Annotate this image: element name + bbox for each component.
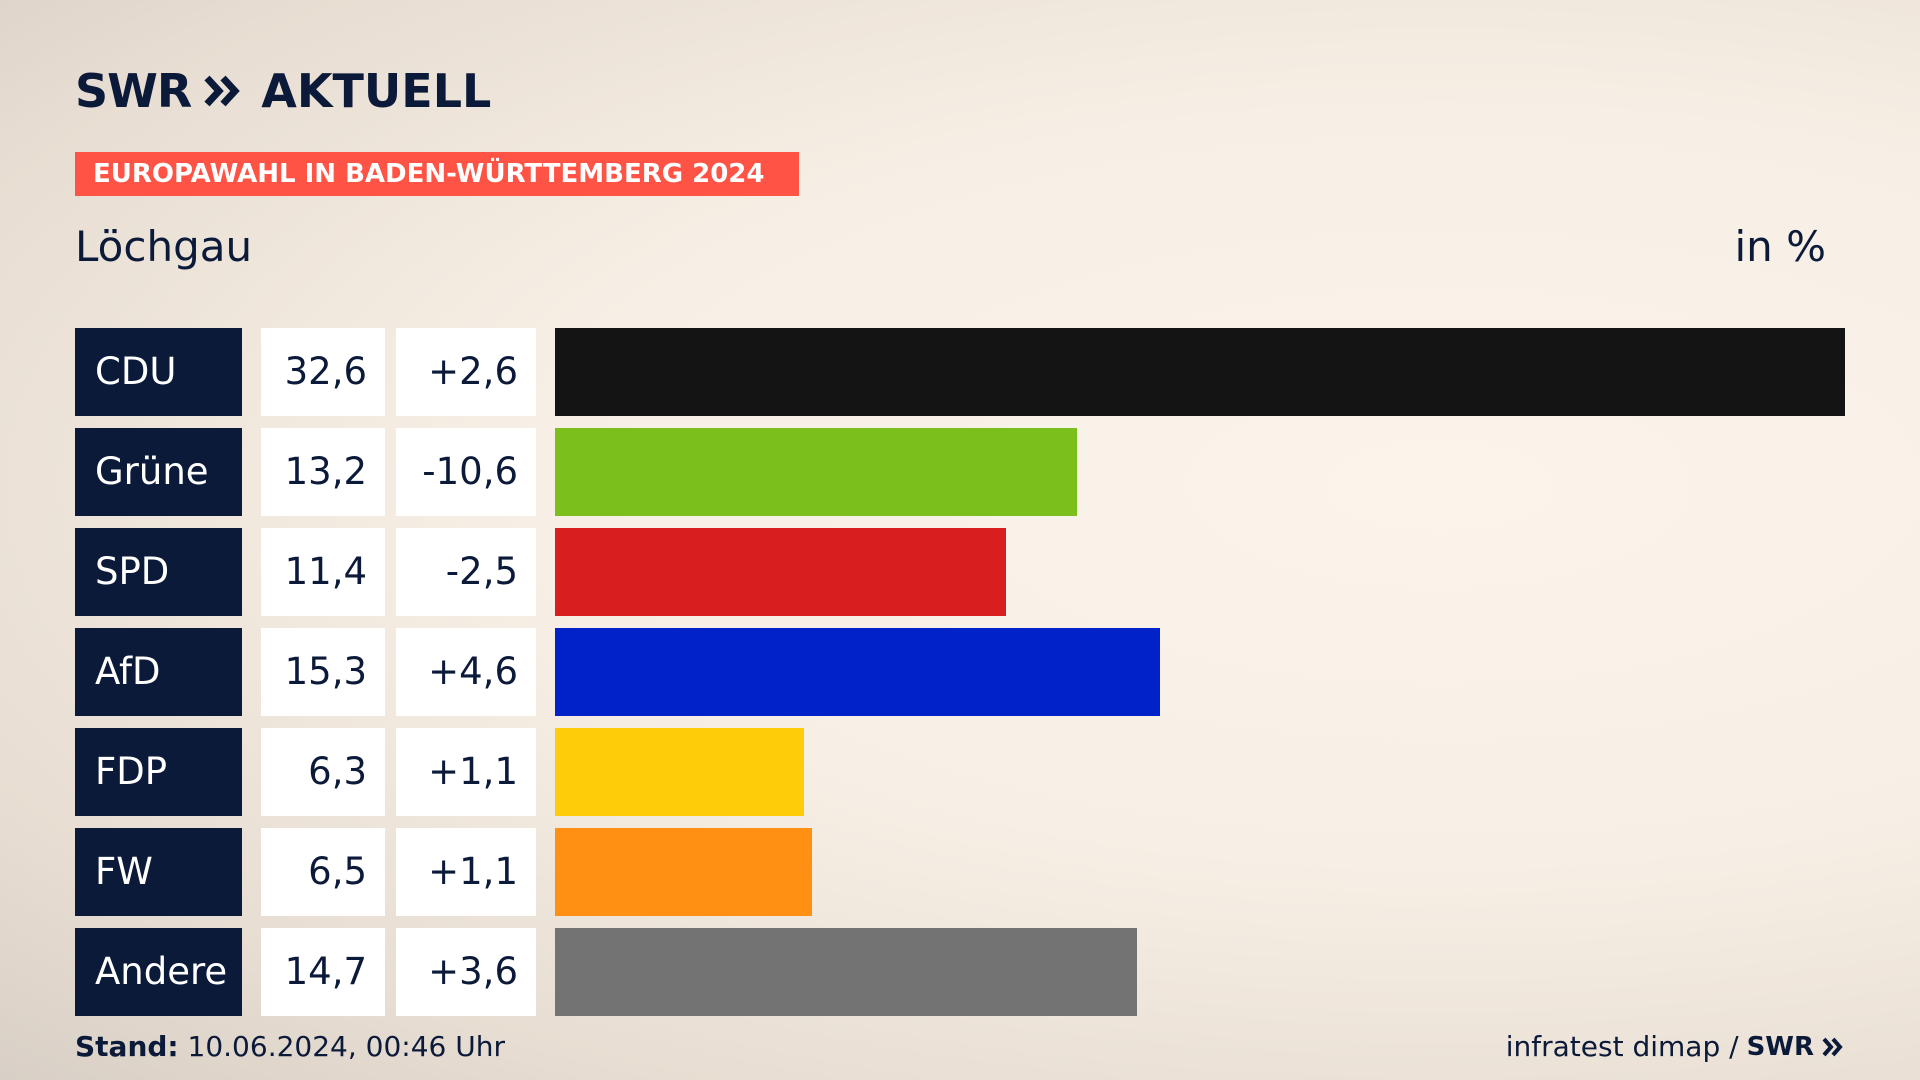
- source-credit: infratest dimap / SWR: [1506, 1030, 1844, 1063]
- stand-label: Stand:: [75, 1030, 179, 1063]
- party-change-label: -2,5: [396, 528, 536, 616]
- party-bar: [555, 628, 1161, 716]
- party-label: Grüne: [75, 428, 242, 516]
- party-value-label: 6,5: [261, 828, 385, 916]
- party-value-label: 11,4: [261, 528, 385, 616]
- party-value-label: 15,3: [261, 628, 385, 716]
- party-value-label: 13,2: [261, 428, 385, 516]
- party-value-label: 6,3: [261, 728, 385, 816]
- page-title: Löchgau: [75, 222, 253, 271]
- party-bar: [555, 928, 1137, 1016]
- timestamp: Stand: 10.06.2024, 00:46 Uhr: [75, 1030, 505, 1063]
- stand-value: 10.06.2024, 00:46 Uhr: [187, 1030, 505, 1063]
- party-bar: [555, 728, 805, 816]
- double-chevron-icon: [204, 75, 241, 107]
- logo-brand: SWR: [75, 64, 192, 118]
- double-chevron-icon-small: [1822, 1037, 1843, 1056]
- party-bar: [555, 428, 1078, 516]
- source-text: infratest dimap /: [1505, 1030, 1739, 1063]
- swr-aktuell-logo: SWR AKTUELL: [75, 64, 492, 118]
- party-label: FDP: [75, 728, 242, 816]
- party-change-label: +4,6: [396, 628, 536, 716]
- party-value-label: 14,7: [261, 928, 385, 1016]
- party-label: FW: [75, 828, 242, 916]
- source-brand: SWR: [1746, 1031, 1814, 1062]
- logo-product: AKTUELL: [261, 64, 492, 118]
- party-label: SPD: [75, 528, 242, 616]
- party-label: CDU: [75, 328, 242, 416]
- party-change-label: -10,6: [396, 428, 536, 516]
- party-bar: [555, 328, 1845, 416]
- party-change-label: +1,1: [396, 728, 536, 816]
- party-label: Andere: [75, 928, 242, 1016]
- election-banner: EUROPAWAHL IN BADEN-WÜRTTEMBERG 2024: [75, 152, 799, 196]
- party-label: AfD: [75, 628, 242, 716]
- party-value-label: 32,6: [261, 328, 385, 416]
- unit-label: in %: [1734, 222, 1826, 271]
- party-change-label: +2,6: [396, 328, 536, 416]
- party-change-label: +3,6: [396, 928, 536, 1016]
- party-bar: [555, 528, 1007, 616]
- party-bar: [555, 828, 813, 916]
- party-change-label: +1,1: [396, 828, 536, 916]
